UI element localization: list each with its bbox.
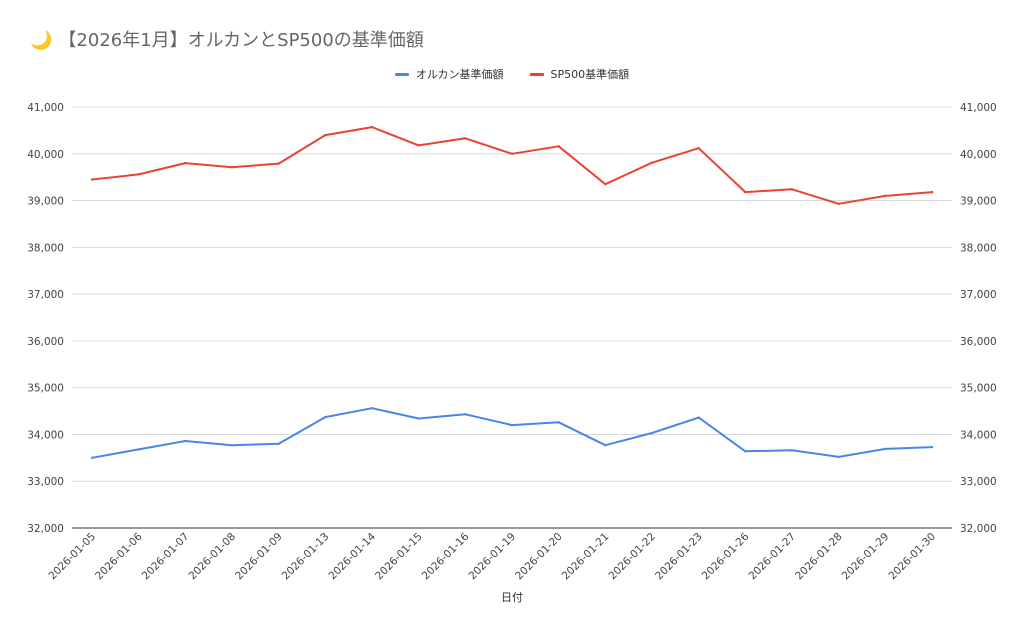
data-point-orcan xyxy=(510,423,514,427)
legend-item-sp500[interactable]: SP500基準価額 xyxy=(529,66,630,82)
x-tick-label: 2026-01-28 xyxy=(793,531,845,583)
data-point-sp500 xyxy=(557,145,560,148)
y-tick-label-right: 33,000 xyxy=(960,476,997,488)
data-point-sp500 xyxy=(370,125,374,129)
data-point-sp500 xyxy=(790,188,794,191)
data-point-sp500 xyxy=(744,190,747,194)
y-tick-label-right: 32,000 xyxy=(960,523,997,535)
x-tick-label: 2026-01-30 xyxy=(886,531,938,583)
x-tick-label: 2026-01-29 xyxy=(840,531,892,583)
legend-label-sp500: SP500基準価額 xyxy=(550,68,630,81)
data-point-orcan xyxy=(230,444,234,447)
y-tick-label-left: 39,000 xyxy=(27,196,64,208)
legend-swatch-sp500 xyxy=(529,72,544,76)
data-point-orcan xyxy=(277,442,280,445)
series-lines xyxy=(90,125,934,460)
x-tick-label: 2026-01-19 xyxy=(466,531,518,583)
x-tick-label: 2026-01-16 xyxy=(420,530,472,582)
legend-swatch-orcan xyxy=(394,72,409,76)
data-point-orcan xyxy=(790,449,794,452)
x-tick-label: 2026-01-27 xyxy=(746,531,798,583)
data-point-orcan xyxy=(184,439,187,443)
data-point-sp500 xyxy=(604,182,607,186)
y-tick-label-left: 38,000 xyxy=(27,242,64,254)
legend: オルカン基準価額 SP500基準価額 xyxy=(0,66,1024,82)
data-point-orcan xyxy=(370,407,374,410)
data-point-sp500 xyxy=(837,202,840,206)
y-tick-label-left: 33,000 xyxy=(27,476,64,488)
y-tick-label-left: 37,000 xyxy=(27,289,64,301)
y-tick-label-left: 34,000 xyxy=(27,429,64,441)
y-tick-label-right: 41,000 xyxy=(960,102,997,114)
data-point-sp500 xyxy=(137,173,140,176)
data-point-sp500 xyxy=(417,144,420,147)
moon-icon: 🌙 xyxy=(30,30,53,51)
y-tick-label-right: 34,000 xyxy=(960,429,997,441)
data-point-orcan xyxy=(324,415,327,419)
data-point-orcan xyxy=(697,416,700,419)
data-point-sp500 xyxy=(930,190,934,194)
y-tick-label-left: 32,000 xyxy=(27,523,64,535)
data-point-orcan xyxy=(557,421,560,424)
y-axis-right: 32,000 33,000 34,000 35,000 36,000 37,000 38,0… xyxy=(960,102,997,535)
x-tick-label: 2026-01-22 xyxy=(606,531,658,583)
data-point-orcan xyxy=(930,445,934,449)
data-point-orcan xyxy=(837,455,840,459)
y-tick-label-left: 41,000 xyxy=(27,102,64,114)
series-line-sp500 xyxy=(91,126,933,205)
data-point-sp500 xyxy=(184,161,187,165)
data-point-orcan xyxy=(137,448,140,451)
y-tick-label-right: 36,000 xyxy=(960,336,997,348)
y-tick-label-right: 40,000 xyxy=(960,149,997,161)
x-tick-label: 2026-01-07 xyxy=(140,531,192,583)
data-point-orcan xyxy=(744,450,747,453)
gridlines xyxy=(72,106,952,529)
legend-label-orcan: オルカン基準価額 xyxy=(415,68,504,81)
chart-title-text: 【2026年1月】オルカンとSP500の基準価額 xyxy=(58,30,424,51)
data-point-orcan xyxy=(417,417,420,420)
data-point-orcan xyxy=(650,431,654,435)
x-axis-title: 日付 xyxy=(501,591,523,604)
data-point-orcan xyxy=(90,456,94,460)
y-tick-label-left: 36,000 xyxy=(27,336,64,348)
data-point-sp500 xyxy=(324,133,327,137)
x-tick-label: 2026-01-05 xyxy=(46,531,98,583)
data-point-sp500 xyxy=(464,137,467,140)
x-axis: 2026-01-052026-01-062026-01-072026-01-08… xyxy=(46,530,938,582)
y-tick-label-right: 38,000 xyxy=(960,242,997,254)
x-tick-label: 2026-01-21 xyxy=(560,531,612,583)
y-tick-label-left: 35,000 xyxy=(27,383,64,395)
x-tick-label: 2026-01-15 xyxy=(373,531,425,583)
data-point-orcan xyxy=(464,413,467,416)
y-tick-label-right: 37,000 xyxy=(960,289,997,301)
data-point-sp500 xyxy=(277,162,280,165)
y-tick-label-right: 35,000 xyxy=(960,383,997,395)
x-tick-label: 2026-01-23 xyxy=(653,531,705,583)
x-tick-label: 2026-01-20 xyxy=(513,531,565,583)
x-tick-label: 2026-01-09 xyxy=(233,531,285,583)
data-point-sp500 xyxy=(90,178,94,181)
x-tick-label: 2026-01-06 xyxy=(93,530,145,582)
data-point-orcan xyxy=(604,444,607,447)
x-tick-label: 2026-01-14 xyxy=(326,530,378,582)
y-tick-label-right: 39,000 xyxy=(960,196,997,208)
data-point-sp500 xyxy=(884,194,887,198)
chart-title: 🌙 【2026年1月】オルカンとSP500の基準価額 xyxy=(30,26,424,52)
data-point-orcan xyxy=(884,447,887,451)
data-point-sp500 xyxy=(697,146,700,150)
x-tick-label: 2026-01-08 xyxy=(186,531,238,583)
y-tick-label-left: 40,000 xyxy=(27,149,64,161)
x-tick-label: 2026-01-26 xyxy=(700,530,752,582)
data-point-sp500 xyxy=(230,166,234,169)
data-point-sp500 xyxy=(510,152,514,155)
y-axis-left: 32,000 33,000 34,000 35,000 36,000 37,000 38,0… xyxy=(27,102,64,535)
series-line-orcan xyxy=(91,407,933,459)
legend-item-orcan[interactable]: オルカン基準価額 xyxy=(394,66,504,82)
x-tick-label: 2026-01-13 xyxy=(280,531,332,583)
data-point-sp500 xyxy=(650,161,654,164)
